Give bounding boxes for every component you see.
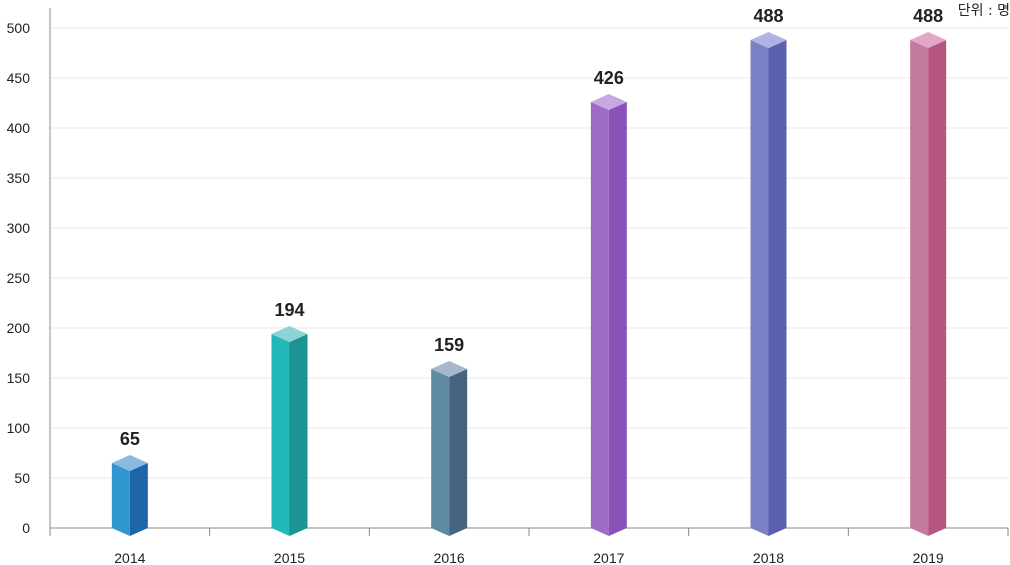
- unit-label: 단위 : 명: [957, 3, 1010, 19]
- data-label: 194: [274, 300, 304, 320]
- bar-top: [750, 32, 787, 48]
- bar-top: [271, 326, 308, 342]
- y-tick-label: 100: [7, 420, 31, 436]
- data-label: 426: [594, 68, 624, 88]
- bar-top: [431, 361, 468, 377]
- data-label: 65: [120, 429, 140, 449]
- bar-face-right: [768, 40, 787, 536]
- bar-face-right: [608, 102, 627, 536]
- bar-face-left: [431, 369, 450, 536]
- x-tick-label: 2014: [114, 550, 145, 565]
- y-tick-label: 0: [22, 520, 30, 536]
- bar-face-right: [289, 334, 308, 536]
- bar-top: [910, 32, 947, 48]
- x-tick-label: 2019: [913, 550, 944, 565]
- bar-2018: [750, 32, 787, 536]
- x-tick-label: 2018: [753, 550, 784, 565]
- y-tick-label: 400: [7, 120, 31, 136]
- bar-face-left: [590, 102, 609, 536]
- bar-face-left: [750, 40, 769, 536]
- bar-face-left: [271, 334, 290, 536]
- bar-2017: [590, 94, 627, 536]
- x-tick-label: 2015: [274, 550, 305, 565]
- y-tick-label: 150: [7, 370, 31, 386]
- y-tick-label: 500: [7, 20, 31, 36]
- bar-face-right: [928, 40, 947, 536]
- x-tick-label: 2016: [434, 550, 465, 565]
- y-tick-label: 450: [7, 70, 31, 86]
- bar-face-right: [449, 369, 468, 536]
- x-tick-label: 2017: [593, 550, 624, 565]
- y-tick-label: 200: [7, 320, 31, 336]
- bar-face-left: [111, 463, 130, 536]
- y-tick-label: 250: [7, 270, 31, 286]
- bar-2019: [910, 32, 947, 536]
- data-label: 488: [913, 6, 943, 26]
- y-tick-label: 350: [7, 170, 31, 186]
- bar-2015: [271, 326, 308, 536]
- bar-top: [590, 94, 627, 110]
- bar-2014: [111, 455, 148, 536]
- y-tick-label: 300: [7, 220, 31, 236]
- bar-2016: [431, 361, 468, 536]
- data-label: 488: [753, 6, 783, 26]
- y-tick-label: 50: [14, 470, 30, 486]
- bar-face-right: [129, 463, 148, 536]
- data-label: 159: [434, 335, 464, 355]
- bar-top: [111, 455, 148, 471]
- bar-face-left: [910, 40, 929, 536]
